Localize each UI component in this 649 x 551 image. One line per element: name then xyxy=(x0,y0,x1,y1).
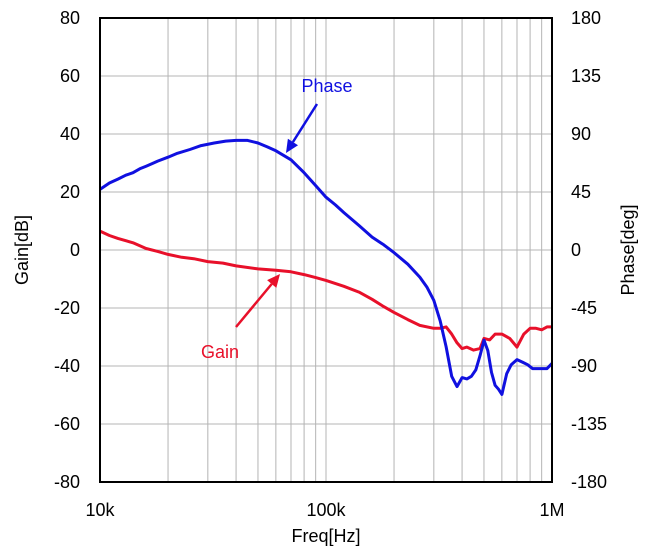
left-tick-label: -40 xyxy=(54,356,80,376)
left-tick-label: 20 xyxy=(60,182,80,202)
right-tick-label: 0 xyxy=(571,240,581,260)
gain-annotation-label: Gain xyxy=(201,342,239,362)
x-tick-label: 10k xyxy=(85,500,115,520)
x-axis-title: Freq[Hz] xyxy=(291,526,360,546)
phase-annotation-label: Phase xyxy=(301,76,352,96)
series-layer xyxy=(99,138,554,396)
right-tick-label: -180 xyxy=(571,472,607,492)
right-tick-label: -135 xyxy=(571,414,607,434)
phase-series-line xyxy=(99,138,554,396)
x-tick-label: 1M xyxy=(539,500,564,520)
annotations: Phase Gain xyxy=(201,76,353,362)
left-tick-label: -20 xyxy=(54,298,80,318)
gain-series-line xyxy=(99,229,552,352)
left-tick-label: -60 xyxy=(54,414,80,434)
right-axis-ticks: 180 135 90 45 0 -45 -90 -135 -180 xyxy=(571,8,607,492)
x-tick-label: 100k xyxy=(306,500,346,520)
left-tick-label: 0 xyxy=(70,240,80,260)
left-tick-label: 60 xyxy=(60,66,80,86)
right-tick-label: 135 xyxy=(571,66,601,86)
gain-annotation-arrow xyxy=(235,283,273,328)
right-tick-label: 180 xyxy=(571,8,601,28)
phase-annotation-arrow xyxy=(291,103,319,143)
right-tick-label: -90 xyxy=(571,356,597,376)
right-tick-label: 45 xyxy=(571,182,591,202)
left-tick-label: -80 xyxy=(54,472,80,492)
plot-frame xyxy=(99,17,553,483)
left-axis-title: Gain[dB] xyxy=(12,215,32,285)
right-tick-label: 90 xyxy=(571,124,591,144)
left-axis-ticks: 80 60 40 20 0 -20 -40 -60 -80 xyxy=(54,8,80,492)
gain-arrow-head xyxy=(267,274,280,288)
left-tick-label: 80 xyxy=(60,8,80,28)
right-axis-title: Phase[deg] xyxy=(618,204,638,295)
x-axis-ticks: 10k 100k 1M xyxy=(85,500,564,520)
right-tick-label: -45 xyxy=(571,298,597,318)
phase-arrow-head xyxy=(286,138,299,153)
left-tick-label: 40 xyxy=(60,124,80,144)
